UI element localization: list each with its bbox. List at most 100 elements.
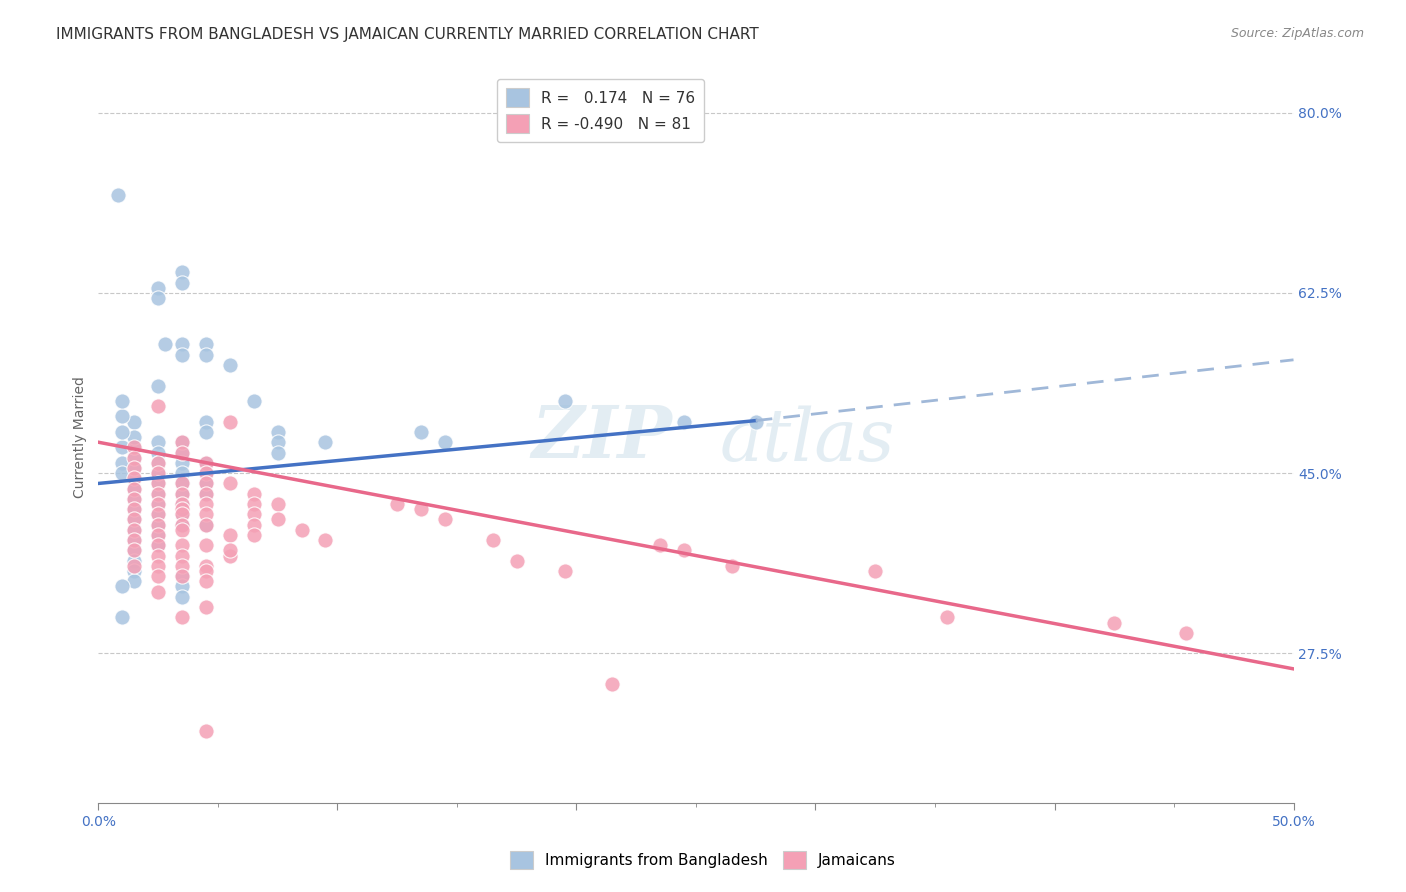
Point: [148, 528, 170, 542]
Point: [602, 677, 624, 691]
Text: Source: ZipAtlas.com: Source: ZipAtlas.com: [1230, 27, 1364, 40]
Point: [243, 508, 266, 522]
Point: [648, 538, 672, 552]
Point: [111, 409, 134, 424]
Point: [172, 276, 194, 290]
Point: [195, 487, 218, 501]
Point: [434, 435, 457, 450]
Point: [172, 558, 194, 573]
Point: [219, 476, 242, 491]
Point: [148, 569, 170, 583]
Point: [172, 508, 194, 522]
Point: [124, 430, 146, 444]
Point: [124, 543, 146, 558]
Point: [148, 456, 170, 470]
Point: [148, 487, 170, 501]
Point: [124, 441, 146, 455]
Point: [195, 497, 218, 511]
Point: [124, 523, 146, 537]
Point: [124, 523, 146, 537]
Point: [315, 533, 337, 547]
Point: [148, 528, 170, 542]
Point: [195, 476, 218, 491]
Legend: Immigrants from Bangladesh, Jamaicans: Immigrants from Bangladesh, Jamaicans: [503, 845, 903, 875]
Point: [124, 471, 146, 485]
Point: [155, 337, 177, 351]
Point: [172, 549, 194, 563]
Point: [124, 415, 146, 429]
Point: [195, 466, 218, 480]
Point: [172, 610, 194, 624]
Point: [1175, 625, 1198, 640]
Point: [124, 554, 146, 568]
Point: [148, 538, 170, 552]
Point: [195, 538, 218, 552]
Point: [172, 517, 194, 532]
Point: [148, 476, 170, 491]
Point: [111, 456, 134, 470]
Point: [172, 523, 194, 537]
Point: [148, 435, 170, 450]
Point: [195, 487, 218, 501]
Point: [195, 558, 218, 573]
Point: [219, 528, 242, 542]
Point: [219, 415, 242, 429]
Point: [195, 337, 218, 351]
Point: [148, 549, 170, 563]
Point: [554, 394, 576, 409]
Point: [111, 466, 134, 480]
Point: [267, 497, 290, 511]
Point: [111, 579, 134, 593]
Point: [148, 378, 170, 392]
Point: [195, 508, 218, 522]
Point: [124, 441, 146, 455]
Point: [124, 574, 146, 589]
Point: [148, 497, 170, 511]
Point: [506, 554, 529, 568]
Point: [124, 482, 146, 496]
Point: [148, 281, 170, 295]
Point: [195, 348, 218, 362]
Text: IMMIGRANTS FROM BANGLADESH VS JAMAICAN CURRENTLY MARRIED CORRELATION CHART: IMMIGRANTS FROM BANGLADESH VS JAMAICAN C…: [56, 27, 759, 42]
Point: [148, 466, 170, 480]
Point: [172, 435, 194, 450]
Point: [124, 543, 146, 558]
Point: [148, 399, 170, 413]
Point: [195, 600, 218, 615]
Point: [385, 497, 409, 511]
Point: [195, 564, 218, 578]
Point: [148, 497, 170, 511]
Point: [434, 512, 457, 526]
Point: [195, 466, 218, 480]
Point: [148, 445, 170, 459]
Point: [148, 466, 170, 480]
Point: [172, 579, 194, 593]
Point: [195, 456, 218, 470]
Point: [243, 487, 266, 501]
Point: [172, 569, 194, 583]
Point: [172, 445, 194, 459]
Y-axis label: Currently Married: Currently Married: [73, 376, 87, 498]
Point: [124, 491, 146, 506]
Point: [172, 508, 194, 522]
Point: [195, 574, 218, 589]
Point: [243, 394, 266, 409]
Point: [172, 337, 194, 351]
Point: [148, 476, 170, 491]
Point: [148, 517, 170, 532]
Point: [148, 456, 170, 470]
Point: [315, 435, 337, 450]
Point: [267, 425, 290, 439]
Point: [148, 558, 170, 573]
Point: [124, 533, 146, 547]
Point: [172, 476, 194, 491]
Point: [148, 508, 170, 522]
Legend: R =   0.174   N = 76, R = -0.490   N = 81: R = 0.174 N = 76, R = -0.490 N = 81: [496, 79, 704, 142]
Point: [148, 291, 170, 305]
Point: [745, 415, 768, 429]
Point: [172, 590, 194, 604]
Point: [219, 549, 242, 563]
Point: [172, 466, 194, 480]
Point: [111, 394, 134, 409]
Point: [172, 517, 194, 532]
